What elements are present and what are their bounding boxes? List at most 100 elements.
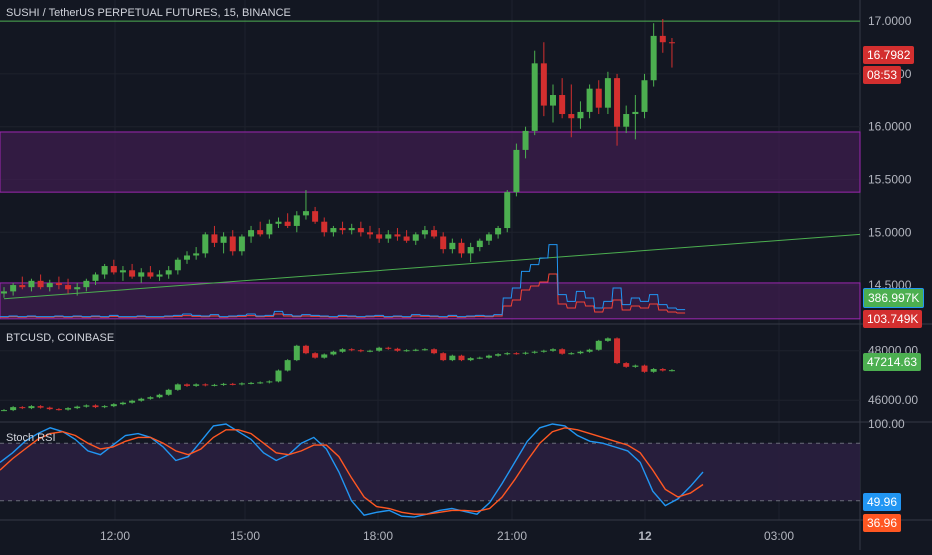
candle-up (119, 270, 126, 273)
stoch-k-line (0, 423, 704, 518)
stoch-k-tag: 49.96 (863, 493, 902, 511)
btc-candle-up (156, 394, 163, 398)
btc-candle-down (641, 365, 648, 372)
btc-candle-down (92, 405, 99, 408)
btc-candle-down (458, 355, 465, 361)
y-tick-label: 16.0000 (868, 120, 912, 134)
candle-down (659, 35, 666, 43)
candle-up (302, 211, 309, 216)
candle-up (74, 287, 81, 290)
btc-candle-up (367, 350, 373, 352)
volume-red-tag: 103.749K (863, 310, 923, 328)
candle-up (495, 228, 502, 235)
btc-candle-up (577, 351, 584, 354)
btc-candle-up (668, 370, 675, 372)
candle-down (55, 282, 62, 286)
candle-up (623, 114, 630, 127)
btc-candle-up (165, 389, 172, 395)
btc-candle-down (614, 338, 621, 364)
x-tick-label: 12:00 (100, 529, 130, 543)
btc-candle-up (147, 397, 154, 399)
btc-price-tag: 47214.63 (863, 353, 922, 371)
btc-candle-up (650, 369, 657, 372)
stoch-pane-title: Stoch RSI (6, 432, 56, 444)
candle-up (238, 236, 245, 252)
candle-down (568, 114, 575, 119)
candle-down (211, 234, 218, 243)
btc-candle-down (302, 345, 309, 354)
candle-up (522, 130, 529, 150)
btc-candle-up (495, 354, 502, 356)
candle-up (10, 285, 17, 292)
x-tick-label: 03:00 (764, 529, 794, 543)
btc-candle-up (339, 349, 346, 352)
y-tick-label: 100.00 (868, 417, 905, 431)
candle-down (614, 78, 621, 127)
btc-candle-down (431, 349, 438, 354)
candle-up (641, 80, 648, 112)
candle-up (92, 274, 99, 281)
btc-candle-down (348, 349, 355, 351)
candle-down (257, 230, 264, 235)
btc-candle-up (220, 383, 227, 385)
candle-up (138, 272, 145, 277)
candle-up (193, 253, 200, 256)
btc-candle-up (1, 410, 7, 412)
btc-candle-up (568, 353, 575, 355)
candle-up (449, 242, 456, 250)
candle-down (339, 228, 346, 231)
btc-candle-up (550, 349, 556, 351)
candle-up (266, 223, 273, 235)
candle-up (467, 247, 474, 254)
candle-down (595, 88, 602, 108)
main-pane-title: SUSHI / TetherUS PERPETUAL FUTURES, 15, … (6, 7, 291, 19)
btc-candle-down (440, 353, 447, 361)
btc-candle-up (110, 404, 117, 407)
y-tick-label: 46000.00 (868, 393, 918, 407)
candle-up (577, 111, 584, 119)
btc-candle-up (257, 382, 264, 384)
candle-up (632, 111, 639, 115)
countdown-tag: 08:53 (863, 66, 902, 84)
btc-candle-up (504, 353, 511, 355)
candle-down (229, 236, 236, 252)
price-tag: 16.7982 (863, 46, 915, 64)
candle-down (321, 221, 328, 233)
candle-up (586, 88, 593, 112)
candle-up (184, 255, 190, 260)
btc-candle-up (65, 408, 72, 410)
btc-candle-down (312, 353, 319, 358)
candle-down (65, 285, 72, 290)
candle-up (330, 228, 337, 233)
btc-candle-up (211, 384, 218, 386)
btc-candle-up (531, 351, 538, 353)
candle-up (604, 78, 611, 108)
x-tick-label: 15:00 (230, 529, 260, 543)
candle-down (376, 234, 383, 239)
candle-down (147, 272, 154, 277)
y-tick-label: 17.0000 (868, 14, 912, 28)
btc-candle-up (275, 370, 282, 382)
btc-candle-down (394, 348, 401, 351)
btc-candle-down (623, 363, 630, 367)
resistance-zone (0, 131, 861, 193)
candle-up (174, 259, 181, 271)
candle-up (348, 228, 355, 231)
candle-down (37, 280, 44, 288)
volume-green-tag: 386.997K (863, 288, 925, 308)
btc-candle-up (284, 360, 291, 371)
candle-down (19, 285, 26, 288)
candle-down (540, 63, 547, 106)
btc-candle-up (83, 405, 90, 407)
btc-candle-up (412, 349, 419, 351)
x-tick-label: 21:00 (497, 529, 527, 543)
candle-up (421, 230, 428, 235)
candle-down (431, 230, 438, 237)
candle-down (403, 236, 410, 241)
candle-up (513, 149, 520, 193)
btc-candle-up (540, 350, 547, 352)
btc-candle-up (421, 349, 428, 351)
candle-up (485, 234, 492, 241)
